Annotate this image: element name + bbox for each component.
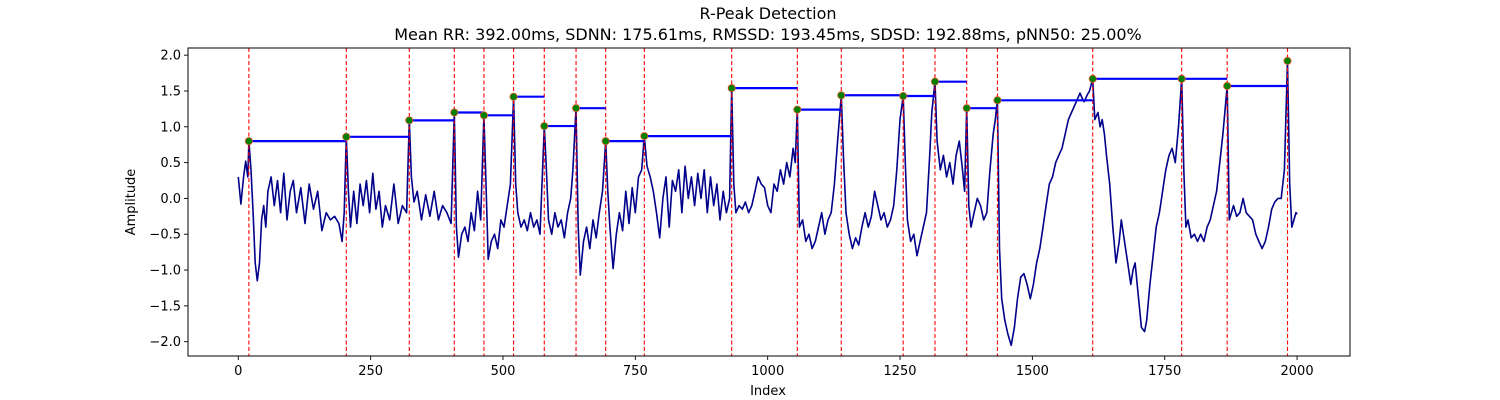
peak-marker-19 bbox=[1223, 81, 1232, 90]
y-tick-label-5: 0.5 bbox=[160, 156, 181, 171]
x-axis-label: Index bbox=[750, 384, 786, 399]
plot-area bbox=[237, 48, 1298, 356]
peak-marker-12 bbox=[837, 91, 846, 100]
peak-marker-1 bbox=[342, 132, 351, 141]
x-tick-label-2: 500 bbox=[491, 364, 516, 379]
peak-marker-15 bbox=[962, 104, 971, 113]
y-tick-label-1: −1.5 bbox=[149, 299, 181, 314]
peak-marker-6 bbox=[540, 122, 549, 131]
y-tick-label-0: −2.0 bbox=[149, 335, 181, 350]
peak-marker-8 bbox=[601, 137, 610, 146]
chart-title: R-Peak Detection bbox=[699, 4, 836, 23]
x-tick-label-8: 2000 bbox=[1281, 364, 1314, 379]
y-tick-label-2: −1.0 bbox=[149, 264, 181, 279]
ecg-signal-line bbox=[237, 60, 1298, 347]
x-tick-label-7: 1750 bbox=[1148, 364, 1181, 379]
y-axis-ticks: −2.0 −1.5 −1.0 −0.5 0.0 0.5 1.0 1.5 2.0 bbox=[149, 49, 188, 350]
y-tick-label-4: 0.0 bbox=[160, 192, 181, 207]
peak-marker-18 bbox=[1177, 74, 1186, 83]
peak-marker-2 bbox=[405, 116, 414, 125]
peak-marker-16 bbox=[993, 96, 1002, 105]
y-tick-label-8: 2.0 bbox=[160, 49, 181, 64]
peak-marker-0 bbox=[244, 137, 253, 146]
axes-frame bbox=[187, 47, 1351, 357]
peak-marker-5 bbox=[509, 92, 518, 101]
y-tick-label-3: −0.5 bbox=[149, 228, 181, 243]
peak-marker-17 bbox=[1088, 74, 1097, 83]
x-tick-label-6: 1500 bbox=[1016, 364, 1049, 379]
peak-marker-11 bbox=[793, 105, 802, 114]
peak-marker-7 bbox=[572, 104, 581, 113]
x-axis-ticks: 0 250 500 750 1000 1250 1500 1750 2000 bbox=[234, 356, 1314, 379]
y-tick-label-6: 1.0 bbox=[160, 120, 181, 135]
peak-marker-14 bbox=[930, 77, 939, 86]
x-tick-label-1: 250 bbox=[358, 364, 383, 379]
y-axis-label: Amplitude bbox=[124, 169, 139, 236]
peak-marker-3 bbox=[450, 108, 459, 117]
x-tick-label-0: 0 bbox=[234, 364, 242, 379]
peak-marker-4 bbox=[479, 111, 488, 120]
peak-marker-9 bbox=[640, 132, 649, 141]
peak-marker-13 bbox=[899, 91, 908, 100]
x-tick-label-5: 1250 bbox=[883, 364, 916, 379]
x-tick-label-3: 750 bbox=[623, 364, 648, 379]
x-tick-label-4: 1000 bbox=[751, 364, 784, 379]
chart-subtitle: Mean RR: 392.00ms, SDNN: 175.61ms, RMSSD… bbox=[394, 25, 1142, 44]
y-tick-label-7: 1.5 bbox=[160, 84, 181, 99]
peak-marker-20 bbox=[1283, 56, 1292, 65]
peak-marker-10 bbox=[727, 84, 736, 93]
